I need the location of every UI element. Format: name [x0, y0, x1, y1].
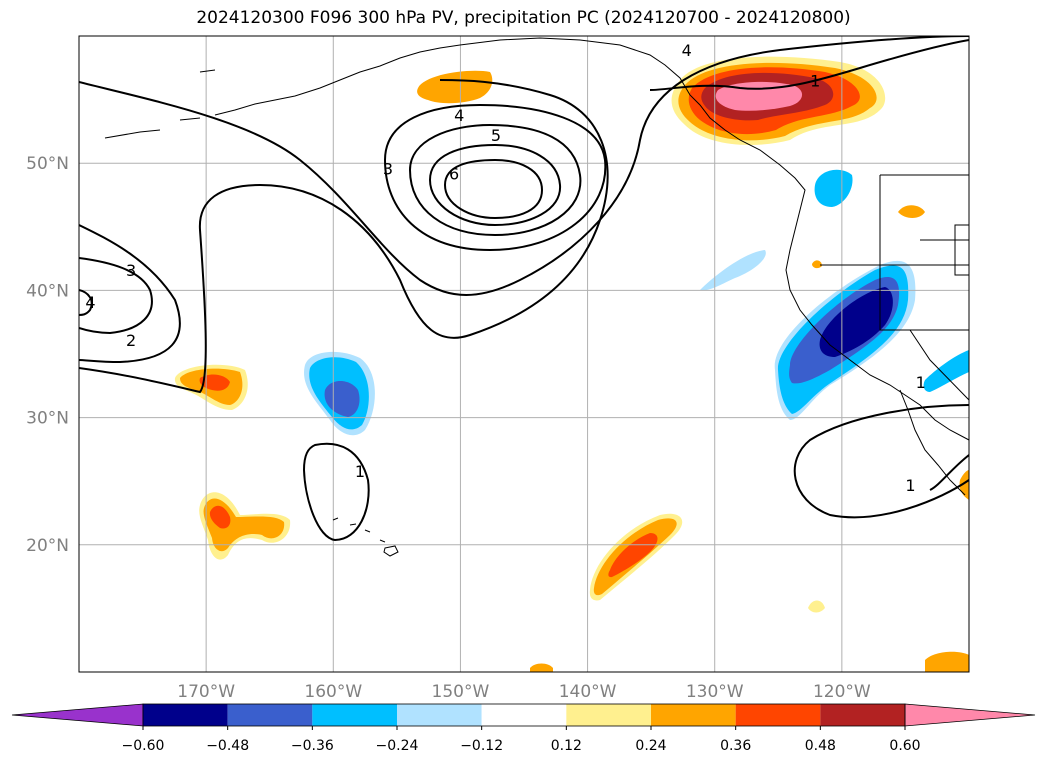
precip-negative-oregon: [814, 169, 853, 207]
colorbar-segment: [481, 704, 567, 726]
pv-contour-label: 4: [682, 41, 692, 60]
colorbar-segment: [735, 704, 821, 726]
lon-tick-label: 170°W: [177, 682, 235, 702]
lon-tick-label: 150°W: [432, 682, 490, 702]
colorbar-extend-high: [904, 703, 1036, 727]
lon-tick-label: 140°W: [559, 682, 617, 702]
colorbar-outline: [142, 703, 906, 727]
coastlines: [104, 37, 969, 557]
lat-tick-label: 30°N: [26, 409, 69, 429]
precip-negative-offshore: [700, 250, 766, 291]
pv-contour-label: 1: [355, 462, 365, 481]
colorbar-segment: [651, 704, 736, 726]
pv-contour-label: 1: [916, 373, 926, 392]
pv-contours: [79, 36, 969, 542]
colorbar-tick-label: 0.12: [551, 738, 582, 754]
lat-tick-label: 40°N: [26, 281, 69, 301]
precip-positive-small-5: [812, 260, 822, 269]
precip-negative-california: [774, 260, 916, 420]
precip-positive-18N: [589, 513, 683, 601]
pv-contour-label: 6: [449, 164, 459, 183]
colorbar-segment: [312, 704, 397, 726]
pv-contour-label: 2: [126, 331, 136, 350]
colorbar-tick-label: 0.60: [889, 738, 920, 754]
lat-tick-label: 20°N: [26, 536, 69, 556]
colorbar-tick-label: −0.36: [291, 738, 334, 754]
precip-positive-small-1: [898, 205, 925, 218]
precip-negative-small-1: [923, 350, 969, 392]
precip-negative-subtropical: [304, 351, 375, 436]
precip-positive-gulf-alaska: [417, 70, 493, 104]
colorbar-extend-low: [11, 703, 144, 727]
colorbar: −0.60 −0.48 −0.36 −0.24 −0.12 0.12 0.24 0.36 0.4…: [11, 703, 1036, 754]
colorbar-segment: [566, 704, 651, 726]
lat-tick-label: 50°N: [26, 154, 69, 174]
colorbar-tick-label: −0.48: [206, 738, 249, 754]
lon-tick-label: 130°W: [686, 682, 744, 702]
longitude-labels: 170°W 160°W 150°W 140°W 130°W 120°W: [177, 682, 871, 702]
precip-positive-small-3: [925, 651, 969, 672]
lon-tick-label: 160°W: [304, 682, 362, 702]
map-frame: [78, 35, 970, 673]
colorbar-tick-label: −0.24: [376, 738, 419, 754]
pv-contour-label: 5: [491, 126, 501, 145]
colorbar-tick-label: −0.12: [460, 738, 503, 754]
pv-contour-label: 3: [383, 159, 393, 178]
colorbar-segment: [143, 704, 228, 726]
precip-positive-small-4: [530, 663, 553, 672]
precip-positive-32N: [174, 364, 248, 410]
precip-positive-pacific-northwest: [671, 56, 886, 145]
pv-contour-label: 4: [85, 293, 95, 312]
graticule: [79, 36, 969, 672]
colorbar-tick-label: −0.60: [122, 738, 165, 754]
pv-contour-label: 1: [905, 476, 915, 495]
precipitation-field: [174, 56, 969, 672]
pv-contour-label: 3: [126, 261, 136, 280]
pv-contour-label: 4: [454, 106, 464, 125]
precip-positive-small-2: [808, 600, 825, 613]
colorbar-tick-label: 0.48: [805, 738, 836, 754]
colorbar-segment: [227, 704, 313, 726]
latitude-labels: 20°N 30°N 40°N 50°N: [26, 154, 69, 556]
colorbar-segment: [820, 704, 905, 726]
pv-contour-labels: 4 1 4 5 6 3 3 4 2 1 1 1: [85, 41, 925, 495]
lon-tick-label: 120°W: [813, 682, 871, 702]
colorbar-segment: [397, 704, 482, 726]
precip-positive-22N: [199, 492, 291, 560]
colorbar-tick-label: 0.24: [635, 738, 666, 754]
chart-title: 2024120300 F096 300 hPa PV, precipitatio…: [196, 8, 851, 28]
colorbar-tick-label: 0.36: [720, 738, 751, 754]
pv-contour-label: 1: [810, 72, 820, 91]
